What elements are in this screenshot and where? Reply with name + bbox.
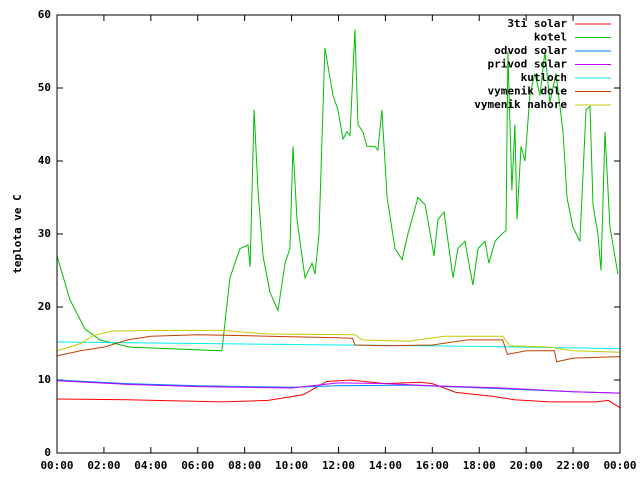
series-line xyxy=(56,334,621,363)
y-tick-label: 0 xyxy=(44,446,51,459)
legend-label: 3ti solar xyxy=(507,17,567,30)
legend-label: odvod solar xyxy=(494,44,567,57)
x-tick-label: 14:00 xyxy=(369,459,402,472)
y-tick-label: 30 xyxy=(38,227,51,240)
y-axis-label: teplota ve C xyxy=(11,194,24,273)
plot-border xyxy=(56,14,621,454)
series-line xyxy=(56,29,619,352)
y-tick-label: 10 xyxy=(38,373,51,386)
legend-label: privod solar xyxy=(488,58,568,71)
legend-label: vymenik nahore xyxy=(474,98,567,111)
x-tick-label: 06:00 xyxy=(181,459,214,472)
series-line xyxy=(56,380,621,394)
x-tick-label: 18:00 xyxy=(463,459,496,472)
x-tick-label: 00:00 xyxy=(603,459,636,472)
x-tick-label: 16:00 xyxy=(416,459,449,472)
legend-label: kotel xyxy=(534,31,567,44)
series-line xyxy=(56,329,621,353)
y-tick-label: 60 xyxy=(38,8,51,21)
y-tick-label: 20 xyxy=(38,300,51,313)
x-tick-label: 02:00 xyxy=(87,459,120,472)
x-tick-label: 10:00 xyxy=(275,459,308,472)
y-tick-label: 50 xyxy=(38,81,51,94)
x-tick-label: 22:00 xyxy=(557,459,590,472)
x-tick-label: 08:00 xyxy=(228,459,261,472)
series-line xyxy=(56,341,621,350)
x-tick-label: 12:00 xyxy=(322,459,355,472)
y-tick-label: 40 xyxy=(38,154,51,167)
x-tick-label: 20:00 xyxy=(510,459,543,472)
x-tick-label: 00:00 xyxy=(40,459,73,472)
series-line xyxy=(56,379,621,409)
x-tick-label: 04:00 xyxy=(134,459,167,472)
legend-label: vymenik dole xyxy=(488,85,568,98)
legend-label: kutloch xyxy=(521,71,567,84)
